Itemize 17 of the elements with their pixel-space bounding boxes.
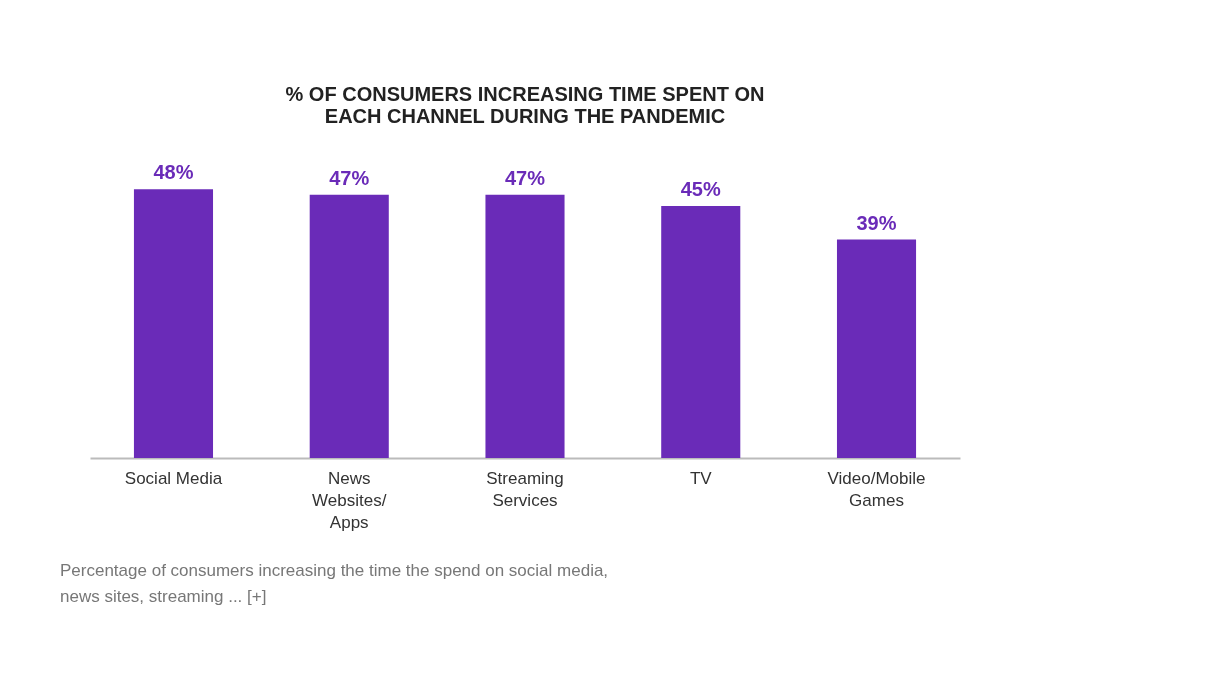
data-label: 48% [153,161,194,184]
x-tick-label: Social Media [124,468,223,488]
bar [485,194,565,458]
data-label: 39% [856,211,897,234]
bar [661,206,741,458]
bar [133,189,214,458]
chart-title: % OF CONSUMERS INCREASING TIME SPENT ON EACH CHANNEL DURING THE PANDEMIC [285,83,765,128]
bar [836,239,917,458]
x-tick-label: Video/Mobile Games [827,468,926,510]
text: Percentage of consumers increasing the time the spend on social media, news sites, streaming ... [+] [60,561,609,606]
data-label: 47% [329,166,370,189]
data-label: 45% [680,178,721,200]
x-tick-label: Streaming Services [486,468,564,510]
x-tick-label: TV [689,468,713,488]
data-label: 47% [504,166,546,189]
x-tick-label: News Websites/ Apps [312,468,387,532]
bar [309,194,389,458]
